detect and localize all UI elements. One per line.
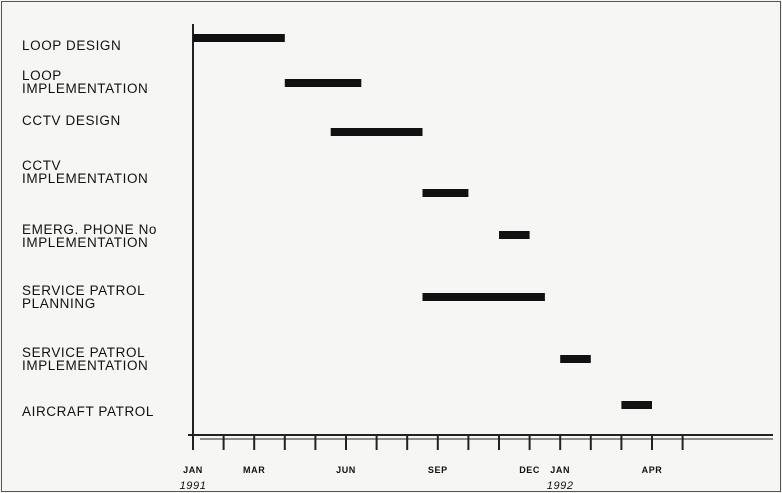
x-tick-label: SEP <box>428 465 448 475</box>
x-tick-label: DEC <box>519 465 540 475</box>
task-label: CCTV IMPLEMENTATION <box>22 158 149 186</box>
x-tick-label: JAN <box>550 465 570 475</box>
x-tick-label: JAN <box>183 465 203 475</box>
task-label: LOOP DESIGN <box>22 38 122 53</box>
x-tick-label: APR <box>642 465 663 475</box>
task-bar <box>330 128 423 136</box>
task-bar <box>422 293 545 301</box>
task-label: CCTV DESIGN <box>22 113 121 128</box>
task-label: SERVICE PATROL PLANNING <box>22 283 146 311</box>
task-bar <box>422 189 469 197</box>
task-bar <box>621 401 652 409</box>
task-label: AIRCRAFT PATROL <box>22 404 155 419</box>
task-label: SERVICE PATROL IMPLEMENTATION <box>22 345 149 373</box>
task-label: EMERG. PHONE No IMPLEMENTATION <box>22 222 158 250</box>
x-tick-label: JUN <box>336 465 356 475</box>
task-bar <box>193 34 285 42</box>
x-year-label: 1992 <box>547 480 574 491</box>
x-year-label: 1991 <box>180 480 207 491</box>
x-tick-label: MAR <box>243 465 265 475</box>
task-label: LOOP IMPLEMENTATION <box>22 68 149 96</box>
task-bar <box>499 231 530 239</box>
task-bar <box>560 355 591 363</box>
task-bar <box>284 79 362 87</box>
